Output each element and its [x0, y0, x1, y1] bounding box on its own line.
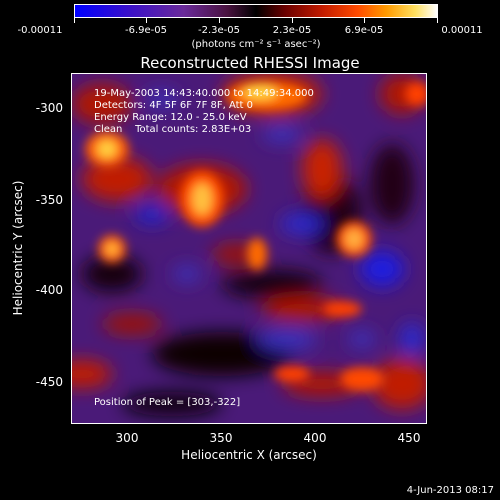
image-title: Reconstructed RHESSI Image — [140, 54, 360, 72]
colorbar-label: -6.9e-05 — [125, 25, 167, 36]
colorbar-tick — [146, 18, 147, 23]
colorbar-tick — [364, 18, 365, 23]
x-tick-label: 450 — [397, 431, 421, 445]
colorbar-label: -0.00011 — [17, 25, 63, 36]
peak-position-text: Position of Peak = [303,-322] — [94, 397, 241, 408]
colorbar — [74, 4, 438, 18]
clean-counts-text: Clean Total counts: 2.83E+03 — [94, 124, 252, 135]
energy-range-text: Energy Range: 12.0 - 25.0 keV — [94, 112, 247, 123]
colorbar-units: (photons cm⁻² s⁻¹ asec⁻²) — [191, 39, 321, 50]
x-tick-label: 350 — [209, 431, 233, 445]
y-tick-label: -400 — [35, 283, 63, 297]
y-axis-label: Heliocentric Y (arcsec) — [11, 180, 25, 316]
y-tick-label: -450 — [35, 375, 63, 389]
colorbar-label: 0.00011 — [441, 25, 483, 36]
colorbar-label: 2.3e-05 — [272, 25, 312, 36]
detectors-text: Detectors: 4F 5F 6F 7F 8F, Att 0 — [94, 100, 254, 111]
colorbar-tick — [292, 18, 293, 23]
colorbar-tick — [219, 18, 220, 23]
colorbar-label: -2.3e-05 — [198, 25, 240, 36]
rhessi-image — [71, 73, 427, 424]
x-tick-label: 300 — [115, 431, 139, 445]
y-tick-label: -300 — [35, 101, 63, 115]
y-tick-label: -350 — [35, 193, 63, 207]
timestamp: 4-Jun-2013 08:17 — [406, 485, 494, 496]
rhessi-image-raster — [72, 74, 426, 423]
colorbar-tick — [74, 18, 75, 23]
x-axis-label: Heliocentric X (arcsec) — [181, 448, 317, 462]
time-range-text: 19-May-2003 14:43:40.000 to 14:49:34.000 — [94, 88, 314, 99]
x-tick-label: 400 — [303, 431, 327, 445]
colorbar-label: 6.9e-05 — [344, 25, 384, 36]
colorbar-tick — [437, 18, 438, 23]
